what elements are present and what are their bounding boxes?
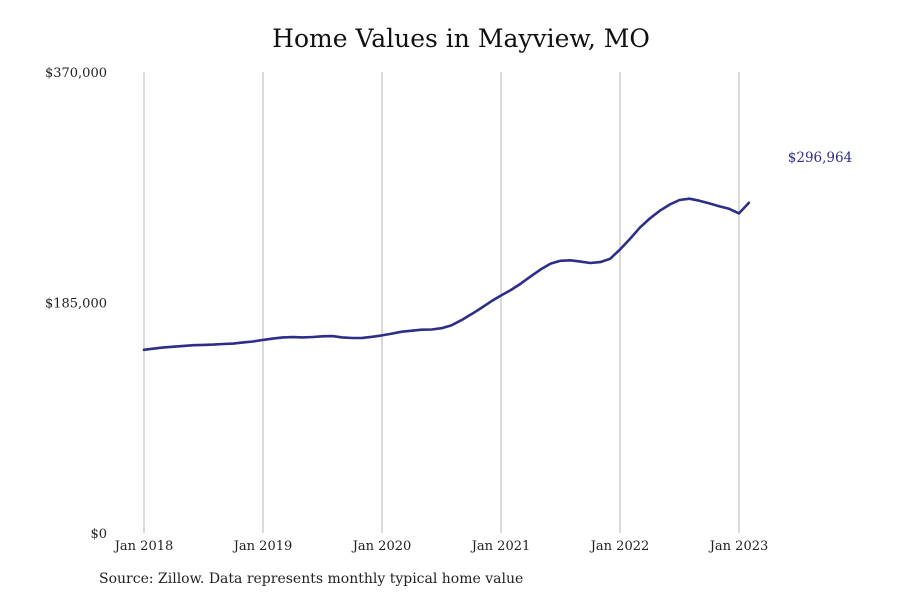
x-axis: Jan 2018 Jan 2019 Jan 2020 Jan 2021 Jan 2022… bbox=[113, 539, 769, 554]
data-labels: $296,964 bbox=[788, 150, 852, 166]
x-tick-label: Jan 2019 bbox=[232, 539, 293, 554]
x-tick-label: Jan 2022 bbox=[589, 539, 650, 554]
x-tick-label: Jan 2018 bbox=[113, 539, 174, 554]
x-tick-label: Jan 2023 bbox=[708, 539, 769, 554]
series-layer bbox=[142, 197, 751, 352]
x-tick-label: Jan 2020 bbox=[351, 539, 412, 554]
gridlines bbox=[143, 72, 740, 533]
chart-title: Home Values in Mayview, MO bbox=[272, 24, 650, 53]
y-tick-label: $370,000 bbox=[45, 66, 107, 81]
y-tick-label: $185,000 bbox=[45, 297, 107, 312]
y-tick-label: $0 bbox=[90, 527, 107, 542]
y-axis: $0 $185,000 $370,000 bbox=[45, 66, 107, 542]
source-note: Source: Zillow. Data represents monthly … bbox=[99, 571, 524, 587]
series-line-0 bbox=[142, 197, 751, 352]
x-tick-label: Jan 2021 bbox=[470, 539, 531, 554]
last-value-label: $296,964 bbox=[788, 150, 852, 166]
